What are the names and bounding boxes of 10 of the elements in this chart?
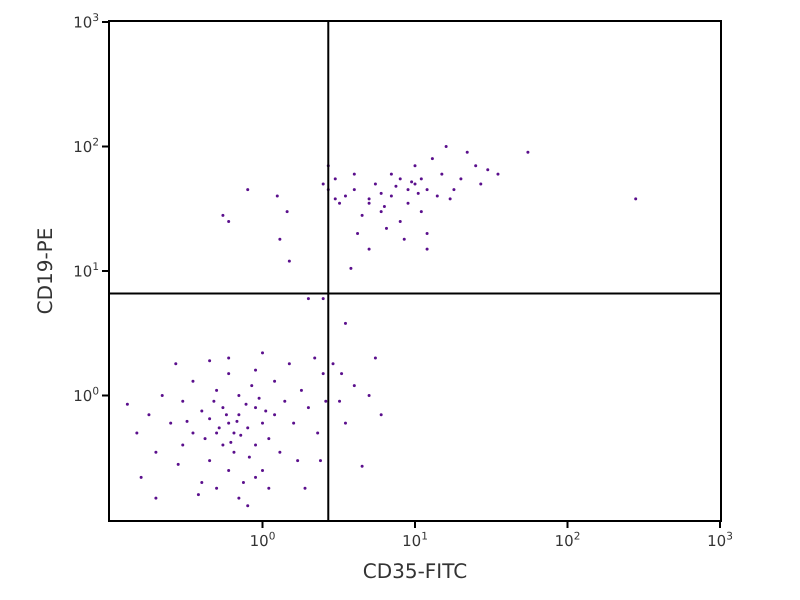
- x-tick-label: 10$^{1}$: [402, 530, 428, 550]
- x-tick-label: 10$^{0}$: [250, 530, 276, 550]
- y-tick-label: 10$^{3}$: [73, 12, 99, 32]
- y-tick-label: 10$^{2}$: [73, 136, 99, 156]
- x-axis-title: CD35-FITC: [362, 559, 468, 583]
- y-tick-label: 10$^{0}$: [73, 385, 99, 405]
- y-tick-label: 10$^{1}$: [73, 260, 99, 280]
- x-tick-label: 10$^{2}$: [554, 530, 580, 550]
- y-axis-title: CD19-PE: [33, 228, 58, 314]
- x-tick-label: 10$^{3}$: [707, 530, 733, 550]
